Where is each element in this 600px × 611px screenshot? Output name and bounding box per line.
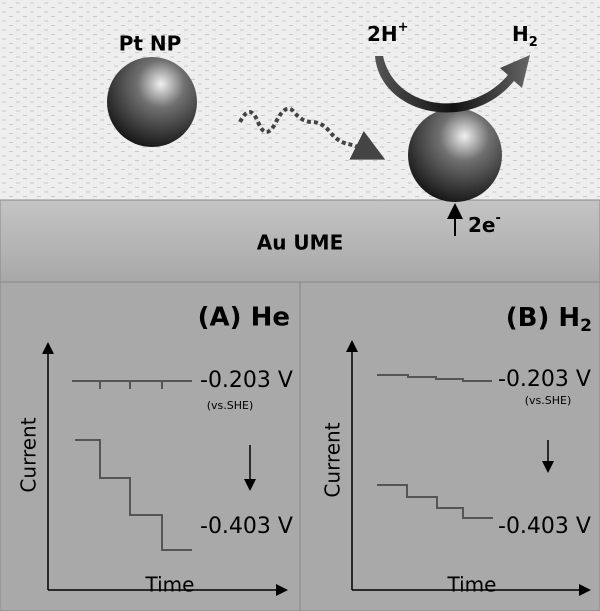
y-label: Current xyxy=(17,417,41,492)
nanoparticle xyxy=(107,57,197,147)
trace-lower xyxy=(377,484,493,519)
x-label: Time xyxy=(145,573,195,597)
particle-label: Pt NP xyxy=(119,32,182,56)
product-label: H2 xyxy=(512,22,538,50)
potential-label: -0.403 V xyxy=(498,514,591,539)
panel-b xyxy=(299,281,600,611)
trace-upper xyxy=(377,374,492,382)
reference-label: (vs.SHE) xyxy=(525,394,572,407)
diffusion-path xyxy=(238,106,386,160)
electrode-label: Au UME xyxy=(257,231,343,255)
reactant-label: 2H+ xyxy=(367,20,409,46)
solution-pattern xyxy=(0,0,600,200)
reaction-arrow xyxy=(375,55,530,113)
electron-label: 2e- xyxy=(468,211,501,237)
panel-title: (B) H2 xyxy=(506,303,592,337)
trace-lower xyxy=(75,439,192,551)
reference-label: (vs.SHE) xyxy=(207,399,254,412)
y-label: Current xyxy=(321,422,345,497)
nanoparticle-adsorbed xyxy=(408,108,502,202)
potential-label: -0.203 V xyxy=(498,367,591,392)
potential-label: -0.203 V xyxy=(200,368,293,393)
potential-label: -0.403 V xyxy=(200,514,293,539)
panel-title: (A) He xyxy=(198,303,290,333)
electrode xyxy=(0,199,600,283)
x-label: Time xyxy=(447,573,497,597)
trace-upper xyxy=(72,380,192,389)
